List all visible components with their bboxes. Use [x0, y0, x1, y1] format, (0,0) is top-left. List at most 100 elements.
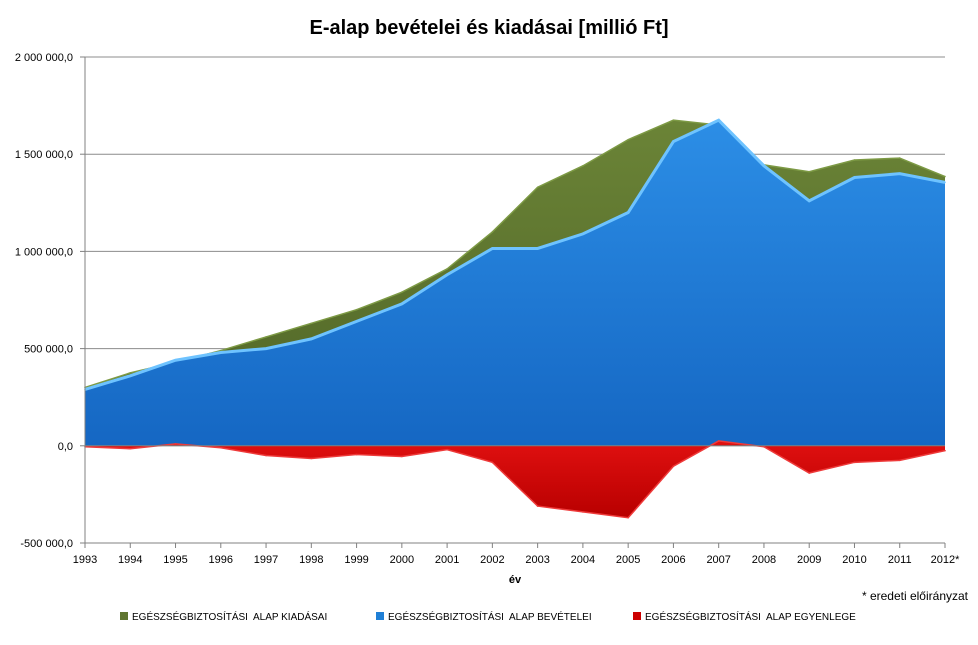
data-point	[401, 455, 403, 458]
x-tick-label: 2002	[480, 554, 504, 566]
area-series-bevetelei-edge	[84, 118, 946, 391]
data-point	[944, 175, 946, 178]
data-point	[491, 461, 494, 464]
area-series-layer	[84, 118, 946, 519]
legend-label: EGÉSZSÉGBIZTOSÍTÁSI ALAP BEVÉTELEI	[388, 610, 592, 623]
legend-label: EGÉSZSÉGBIZTOSÍTÁSI ALAP KIADÁSAI	[132, 610, 327, 623]
data-point	[808, 200, 811, 202]
legend-swatch	[376, 612, 384, 620]
x-tick-label: 1993	[73, 554, 97, 566]
x-tick-label: 1998	[299, 554, 323, 566]
x-tick-label: 2009	[797, 554, 821, 566]
data-point	[808, 472, 811, 474]
data-point	[536, 186, 539, 189]
legend: EGÉSZSÉGBIZTOSÍTÁSI ALAP KIADÁSAI EGÉSZSÉ…	[120, 610, 856, 623]
legend-item-kiadasai: EGÉSZSÉGBIZTOSÍTÁSI ALAP KIADÁSAI	[120, 610, 327, 623]
data-point	[491, 247, 494, 250]
data-point	[627, 516, 629, 519]
y-tick-label: 0,0	[58, 441, 73, 453]
data-point	[219, 349, 222, 352]
y-tick-label: 2 000 000,0	[15, 52, 73, 64]
data-point	[627, 138, 629, 141]
x-tick-label: 2004	[571, 554, 595, 566]
data-point	[808, 170, 811, 173]
x-tick-label: 1996	[209, 554, 233, 566]
data-point	[401, 291, 403, 294]
x-tick-label: 2003	[525, 554, 549, 566]
data-point	[898, 172, 901, 175]
data-point	[944, 181, 946, 184]
data-point	[355, 308, 358, 311]
data-point	[717, 119, 720, 121]
data-point	[310, 322, 313, 325]
y-tick-label: 1 000 000,0	[15, 246, 73, 258]
data-point	[265, 336, 267, 338]
axes: -500 000,0 0,0 500 000,0 1 000 000,0 1 500 0…	[15, 52, 960, 566]
data-point	[853, 176, 856, 179]
data-point	[446, 448, 448, 451]
area-series-kiadasai-edge	[84, 119, 946, 389]
x-tick-label: 1994	[118, 554, 142, 566]
data-point	[355, 453, 358, 456]
y-tick-label: -500 000,0	[20, 538, 73, 550]
data-point	[310, 338, 313, 340]
y-tick-label: 1 500 000,0	[15, 149, 73, 161]
data-point	[853, 159, 856, 161]
x-tick-label: 1997	[254, 554, 278, 566]
data-point	[763, 165, 765, 167]
data-point	[672, 119, 675, 121]
x-tick-label: 2007	[706, 554, 730, 566]
data-point	[717, 440, 720, 442]
data-point	[898, 157, 901, 159]
legend-label: EGÉSZSÉGBIZTOSÍTÁSI ALAP EGYENLEGE	[645, 610, 856, 623]
data-point	[174, 359, 177, 362]
x-tick-label: 1995	[163, 554, 187, 566]
x-axis-title: év	[509, 574, 522, 586]
x-tick-label: 2000	[390, 554, 414, 566]
legend-item-egyenlege: EGÉSZSÉGBIZTOSÍTÁSI ALAP EGYENLEGE	[633, 610, 856, 623]
legend-swatch	[633, 612, 641, 620]
area-series-bevetelei	[85, 120, 945, 446]
footnote: * eredeti előirányzat	[862, 589, 969, 603]
data-point	[219, 446, 222, 449]
legend-swatch	[120, 612, 128, 620]
data-point	[491, 231, 494, 233]
data-point	[627, 211, 629, 214]
data-point	[536, 247, 539, 250]
data-point	[763, 445, 765, 448]
data-point	[174, 443, 177, 445]
data-point	[536, 505, 539, 507]
area-series-egyenlege	[85, 440, 945, 518]
data-point	[582, 233, 584, 235]
data-point	[310, 457, 313, 460]
x-tick-label: 2001	[435, 554, 459, 566]
chart-title: E-alap bevételei és kiadásai [millió Ft]	[309, 17, 668, 39]
data-point	[219, 351, 222, 354]
data-point	[672, 140, 675, 143]
area-series-egyenlege-edge	[84, 440, 946, 519]
data-point	[265, 454, 267, 457]
data-point	[944, 449, 946, 452]
x-tick-label: 2012*	[931, 554, 960, 566]
data-point	[355, 320, 358, 323]
data-point	[582, 511, 584, 513]
data-point	[446, 268, 448, 270]
data-point	[129, 372, 132, 374]
x-tick-label: 2011	[888, 554, 912, 566]
data-point	[898, 459, 901, 462]
y-tick-label: 500 000,0	[24, 344, 73, 356]
x-tick-label: 2005	[616, 554, 640, 566]
x-tick-label: 2006	[661, 554, 685, 566]
data-point	[129, 375, 132, 377]
data-point	[853, 461, 856, 464]
x-tick-label: 2008	[752, 554, 776, 566]
data-point	[672, 465, 675, 468]
data-point	[401, 303, 403, 305]
x-tick-label: 1999	[344, 554, 368, 566]
data-point	[129, 447, 132, 450]
x-tick-label: 2010	[842, 554, 866, 566]
data-point	[265, 347, 267, 350]
data-point	[446, 273, 448, 276]
